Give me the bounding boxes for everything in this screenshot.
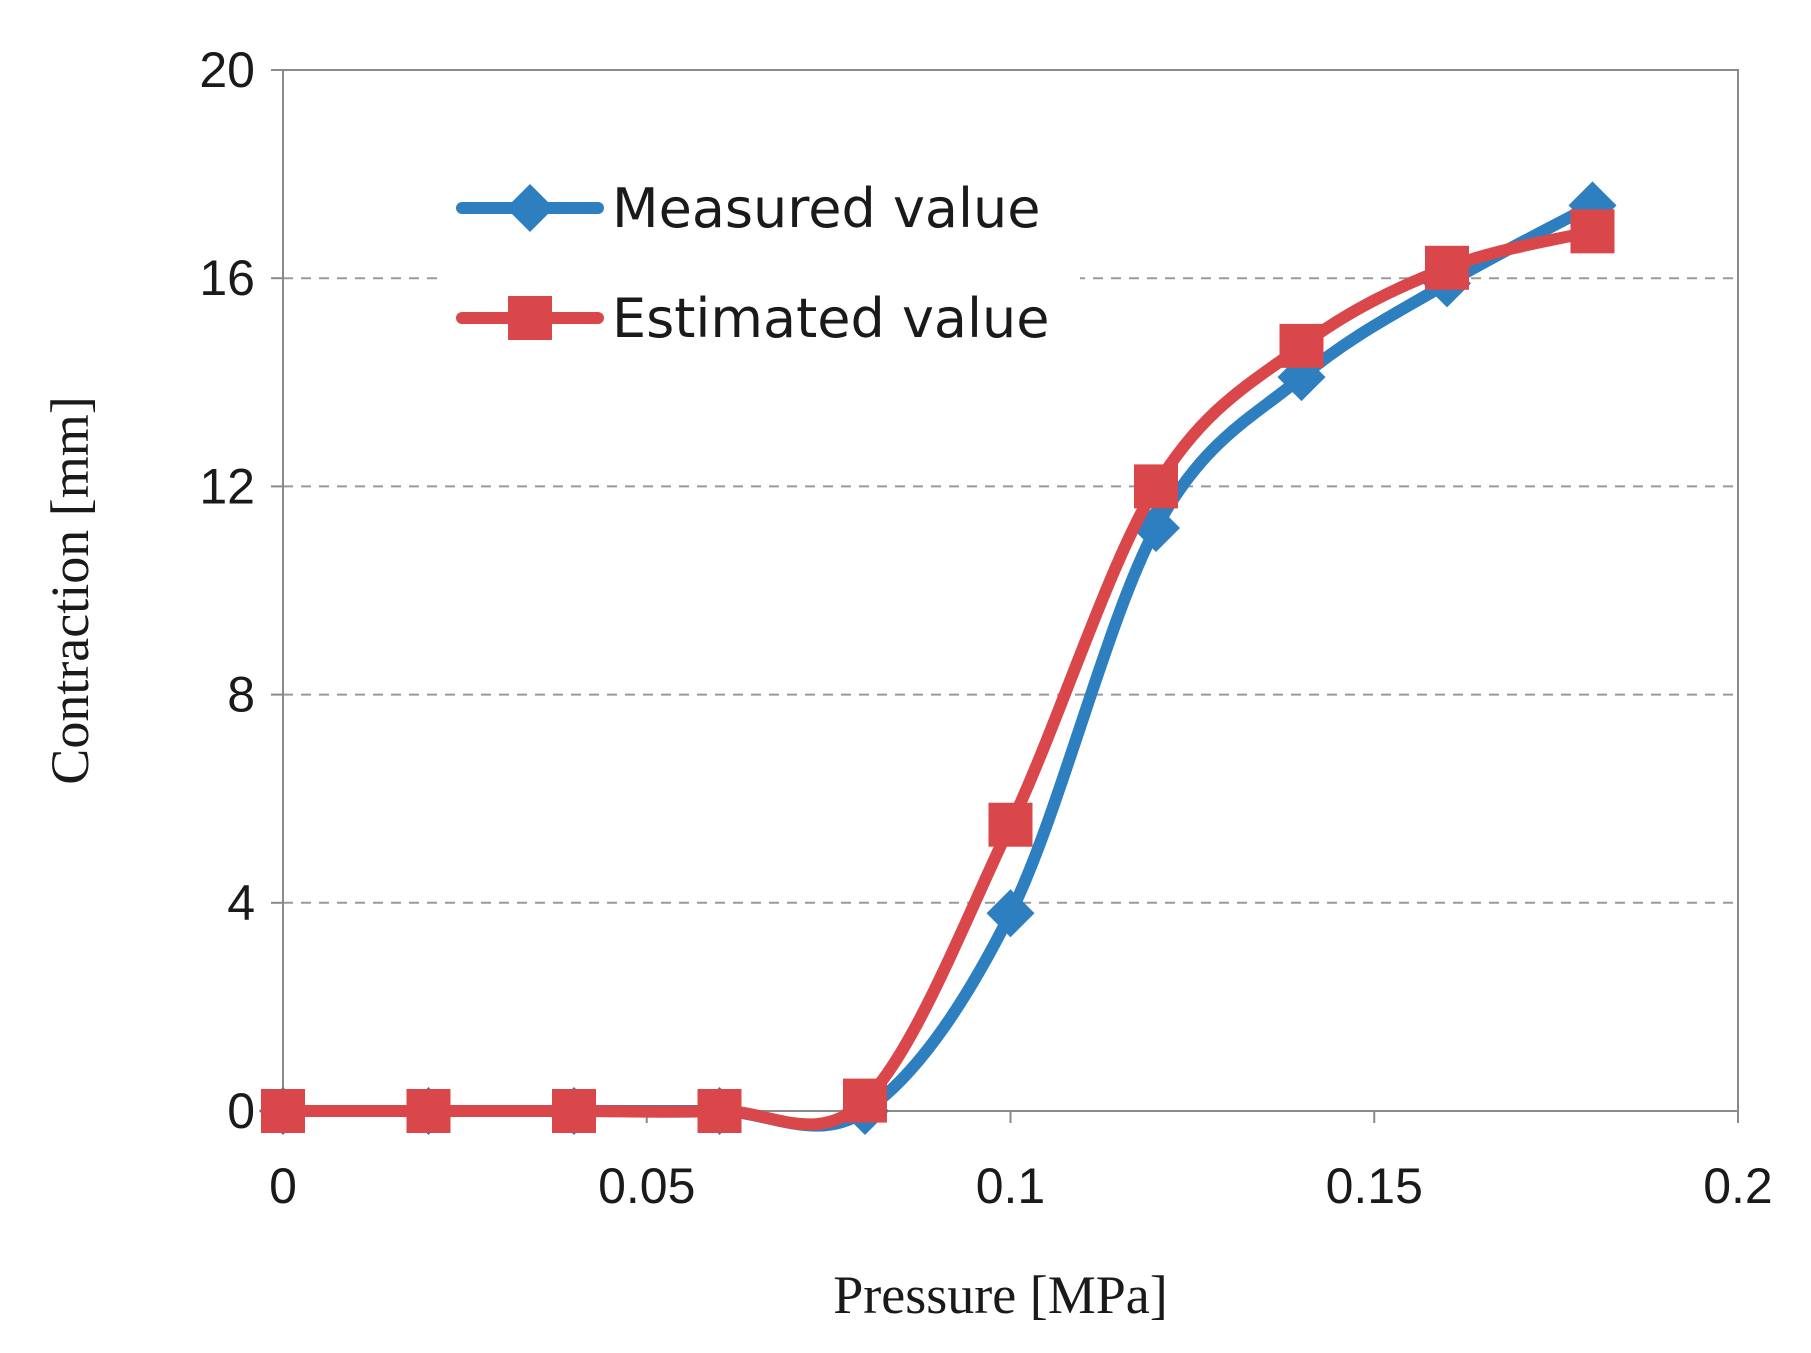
x-tick-label: 0 xyxy=(269,1158,297,1214)
y-tick-label: 8 xyxy=(227,667,255,723)
x-tick-label: 0.1 xyxy=(976,1158,1046,1214)
series-layer xyxy=(259,181,1617,1135)
data-point-estimated xyxy=(843,1078,887,1123)
series-square-group xyxy=(261,209,1615,1133)
x-tick-label: 0.15 xyxy=(1326,1158,1423,1214)
legend: Measured value Estimated value xyxy=(440,150,1080,370)
legend-marker-estimated xyxy=(508,296,552,340)
y-tick-label: 0 xyxy=(227,1083,255,1139)
data-point-estimated xyxy=(1425,245,1469,290)
data-point-estimated xyxy=(1570,209,1615,254)
data-point-measured xyxy=(1132,504,1180,553)
series-line-estimated xyxy=(277,225,1599,1131)
legend-label-measured: Measured value xyxy=(612,177,1040,240)
data-point-estimated xyxy=(261,1089,305,1133)
data-point-measured xyxy=(986,889,1035,938)
data-point-estimated xyxy=(552,1089,596,1133)
x-tick-label: 0.05 xyxy=(598,1158,695,1214)
x-axis-title: Pressure [MPa] xyxy=(833,1265,1167,1325)
y-tick-label: 4 xyxy=(227,875,255,931)
y-tick-label: 20 xyxy=(199,42,255,98)
y-axis-title: Contraction [mm] xyxy=(40,396,100,784)
legend-label-estimated: Estimated value xyxy=(612,287,1049,350)
axis-ticks: 0 4 8 12 16 20 0 0.05 0.1 0.15 0.2 xyxy=(199,42,1772,1214)
data-point-estimated xyxy=(1279,323,1324,368)
data-point-estimated xyxy=(697,1089,742,1133)
data-point-estimated xyxy=(988,802,1033,847)
data-point-estimated xyxy=(1134,464,1178,509)
data-point-estimated xyxy=(406,1089,451,1133)
x-tick-label: 0.2 xyxy=(1703,1158,1773,1214)
y-tick-label: 12 xyxy=(199,458,255,514)
legend-marker-measured xyxy=(506,184,554,232)
y-tick-label: 16 xyxy=(199,250,255,306)
